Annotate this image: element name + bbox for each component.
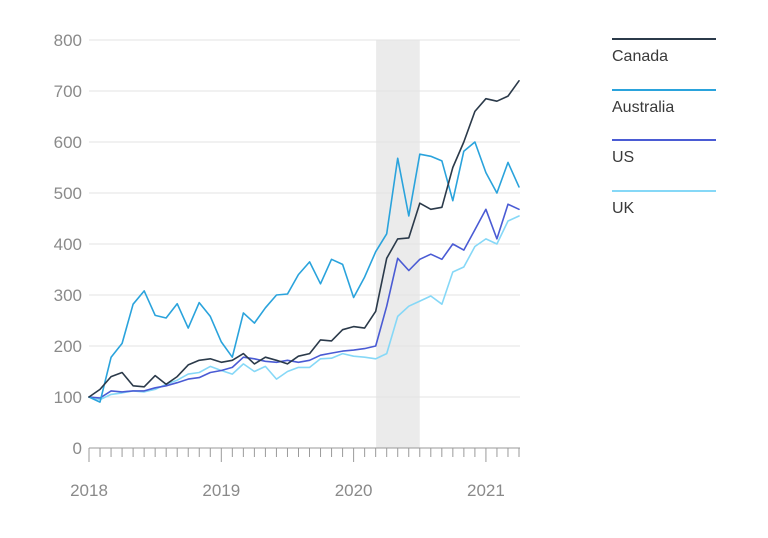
legend-item-canada: Canada <box>612 38 716 89</box>
y-tick-label: 300 <box>54 286 82 305</box>
x-tick-label: 2018 <box>70 481 108 500</box>
y-tick-label: 0 <box>73 439 82 458</box>
x-axis: 2018 2019 2020 2021 <box>70 447 520 500</box>
legend-swatch <box>612 38 716 40</box>
series-line-australia <box>88 141 520 403</box>
legend-swatch <box>612 139 716 141</box>
y-tick-label: 100 <box>54 388 82 407</box>
legend-label: Australia <box>612 98 675 116</box>
y-tick-label: 800 <box>54 31 82 50</box>
y-axis-ticks: 0 100 200 300 400 500 600 700 800 <box>54 31 82 458</box>
x-tick-label: 2021 <box>467 481 505 500</box>
legend: Canada Australia US UK <box>612 38 716 240</box>
legend-item-uk: UK <box>612 189 716 241</box>
y-tick-label: 700 <box>54 82 82 101</box>
series-lines <box>88 80 520 403</box>
series-line-canada <box>88 80 520 398</box>
y-tick-label: 600 <box>54 133 82 152</box>
y-tick-label: 200 <box>54 337 82 356</box>
x-tick-label: 2020 <box>335 481 373 500</box>
series-line-us <box>88 203 520 399</box>
legend-swatch <box>612 189 716 192</box>
legend-swatch <box>612 88 716 91</box>
y-tick-label: 500 <box>54 184 82 203</box>
y-tick-label: 400 <box>54 235 82 254</box>
legend-label: US <box>612 149 635 166</box>
legend-item-australia: Australia <box>612 88 716 140</box>
legend-item-us: US <box>612 139 716 190</box>
legend-label: UK <box>612 199 635 217</box>
legend-label: Canada <box>612 48 669 65</box>
gridlines <box>89 39 520 398</box>
x-tick-label: 2019 <box>202 481 240 500</box>
